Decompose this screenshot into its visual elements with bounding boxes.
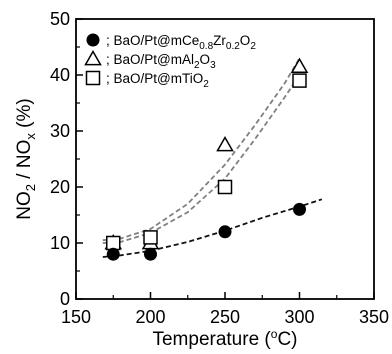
y-axis-title: NO2 / NOx (%) bbox=[14, 98, 38, 219]
x-tick-label: 250 bbox=[210, 307, 240, 327]
legend-item: ; BaO/Pt@mAl2O3 bbox=[84, 49, 216, 71]
y-tick-label: 30 bbox=[50, 121, 70, 141]
legend-label: ; BaO/Pt@mAl2O3 bbox=[106, 52, 216, 71]
trend-line-1 bbox=[102, 198, 323, 258]
x-axis-title: Temperature (oC) bbox=[152, 327, 297, 350]
x-tick-label: 150 bbox=[61, 307, 91, 327]
point-circle bbox=[144, 247, 157, 261]
legend-marker bbox=[86, 33, 100, 47]
legend-label: ; BaO/Pt@mCe0.8Zr0.2O2 bbox=[106, 33, 256, 52]
trend-line-2 bbox=[102, 57, 301, 242]
point-triangle bbox=[290, 57, 309, 73]
point-circle bbox=[293, 202, 306, 216]
legend: ; BaO/Pt@mCe0.8Zr0.2O2; BaO/Pt@mAl2O3; B… bbox=[84, 33, 256, 90]
y-tick-label: 10 bbox=[50, 233, 70, 253]
x-tick-label: 300 bbox=[284, 307, 314, 327]
legend-item: ; BaO/Pt@mTiO2 bbox=[85, 70, 209, 90]
point-square bbox=[106, 235, 121, 251]
legend-item: ; BaO/Pt@mCe0.8Zr0.2O2 bbox=[86, 33, 256, 52]
legend-marker bbox=[85, 70, 101, 86]
point-circle bbox=[106, 247, 120, 261]
y-tick-label: 40 bbox=[50, 65, 70, 85]
point-square bbox=[292, 73, 307, 88]
plot-layer: 150 200 250 300 350 0 10 20 30 40 50 Temperature (o… bbox=[14, 9, 389, 350]
point-square bbox=[217, 179, 233, 195]
y-tick-label: 0 bbox=[60, 289, 70, 309]
trend-line-3 bbox=[102, 74, 301, 244]
point-circle bbox=[218, 225, 232, 239]
y-tick-label: 50 bbox=[50, 9, 70, 29]
x-tick-label: 350 bbox=[359, 307, 389, 327]
legend-label: ; BaO/Pt@mTiO2 bbox=[106, 71, 209, 90]
legend-marker bbox=[84, 49, 102, 66]
point-triangle bbox=[216, 135, 234, 152]
y-tick-label: 20 bbox=[50, 177, 70, 197]
x-tick-label: 200 bbox=[135, 307, 165, 327]
point-square bbox=[143, 230, 158, 245]
